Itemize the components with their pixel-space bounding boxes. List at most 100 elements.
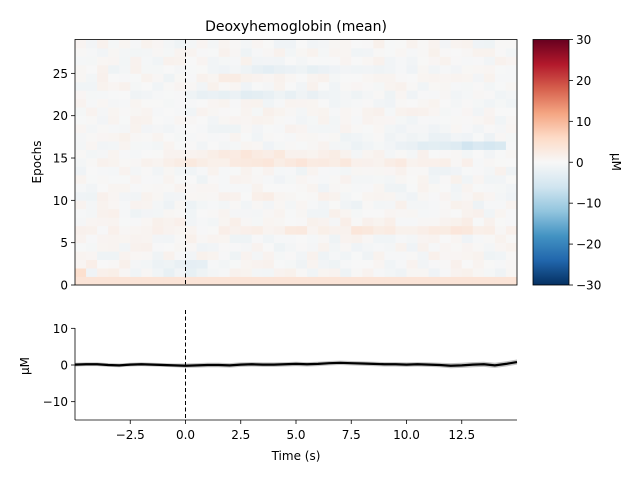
heatmap-y-tick-label: 15 (53, 152, 68, 166)
heatmap-cell (340, 107, 352, 117)
heatmap-cell (141, 200, 153, 210)
heatmap-cell (450, 132, 463, 142)
heatmap-cell (284, 217, 297, 227)
heatmap-cell (196, 183, 208, 193)
heatmap-cell (472, 276, 485, 286)
heatmap-cell (494, 56, 507, 66)
heatmap-cell (108, 124, 120, 134)
heatmap-cell (229, 225, 242, 235)
heatmap-cell (251, 183, 264, 193)
colorbar-tick-label: 30 (576, 33, 591, 47)
heatmap-cell (130, 251, 142, 261)
heatmap-cell (152, 174, 164, 184)
heatmap-cell (196, 225, 208, 235)
heatmap-cell (240, 191, 253, 201)
heatmap-cell (218, 39, 231, 49)
heatmap-cell (373, 56, 385, 66)
heatmap-cell (362, 166, 374, 176)
heatmap-cell (152, 166, 164, 176)
heatmap-cell (207, 39, 220, 49)
heatmap-cell (240, 251, 253, 261)
heatmap-cell (86, 115, 98, 125)
evoked-x-tick-label: 12.5 (448, 428, 475, 442)
heatmap-cell (318, 47, 330, 57)
heatmap-cell (240, 166, 253, 176)
heatmap-cell (75, 141, 87, 150)
heatmap-cell (395, 183, 407, 193)
heatmap-cell (174, 174, 186, 184)
heatmap-cell (450, 166, 463, 176)
heatmap-cell (240, 47, 253, 57)
heatmap-cell (296, 166, 308, 176)
heatmap-cell (417, 81, 429, 91)
heatmap-cell (75, 268, 87, 277)
heatmap-cell (185, 124, 197, 134)
heatmap-cell (296, 200, 308, 210)
heatmap-cell (86, 200, 98, 210)
heatmap-cell (472, 158, 485, 167)
heatmap-cell (318, 64, 330, 74)
heatmap-cell (505, 90, 518, 100)
heatmap-cell (351, 276, 363, 286)
heatmap-cell (75, 47, 87, 57)
heatmap-cell (494, 251, 507, 261)
heatmap-cell (262, 276, 275, 286)
heatmap-cell (296, 149, 308, 159)
heatmap-cell (262, 259, 275, 269)
heatmap-cell (229, 124, 242, 134)
heatmap-cell (141, 191, 153, 201)
heatmap-cell (384, 191, 396, 201)
heatmap-cell (174, 73, 186, 83)
heatmap-cell (196, 73, 208, 83)
heatmap-cell (218, 132, 231, 142)
heatmap-cell (406, 56, 418, 66)
heatmap-cell (207, 107, 220, 117)
heatmap-cell (417, 174, 429, 184)
heatmap-cell (329, 141, 341, 150)
heatmap-cell (196, 158, 208, 167)
heatmap-cell (273, 268, 286, 277)
heatmap-cell (428, 251, 441, 261)
heatmap-cell (97, 39, 109, 49)
heatmap-cell (108, 115, 120, 125)
heatmap-cell (450, 242, 463, 252)
heatmap-cell (251, 39, 264, 49)
heatmap-cell (494, 115, 507, 125)
heatmap-cell (439, 242, 452, 252)
heatmap-cell (340, 56, 352, 66)
heatmap-cell (185, 225, 197, 235)
heatmap-cell (505, 276, 518, 286)
heatmap-cell (251, 132, 264, 142)
heatmap-cell (130, 191, 142, 201)
heatmap-cell (494, 81, 507, 91)
heatmap-cell (450, 47, 463, 57)
heatmap-cell (307, 158, 319, 167)
heatmap-cell (108, 217, 120, 227)
heatmap-cell (86, 141, 98, 150)
heatmap-cell (384, 208, 396, 218)
heatmap-cell (483, 276, 496, 286)
heatmap-cell (152, 259, 164, 269)
heatmap-cell (262, 107, 275, 117)
heatmap-cell (97, 217, 109, 227)
heatmap-cell (207, 174, 220, 184)
heatmap-cell (417, 149, 429, 159)
heatmap-cell (262, 217, 275, 227)
heatmap-cell (119, 191, 131, 201)
heatmap-cell (373, 183, 385, 193)
heatmap-cell (384, 73, 396, 83)
heatmap-cell (218, 158, 231, 167)
heatmap-cell (229, 174, 242, 184)
heatmap-cell (152, 217, 164, 227)
heatmap-cell (196, 234, 208, 244)
heatmap-cell (417, 208, 429, 218)
heatmap-cell (75, 64, 87, 74)
heatmap-cell (273, 98, 286, 108)
heatmap-cell (450, 81, 463, 91)
heatmap-cell (108, 259, 120, 269)
heatmap-cell (417, 242, 429, 252)
heatmap-cell (218, 259, 231, 269)
heatmap-cell (284, 183, 297, 193)
heatmap-cell (174, 259, 186, 269)
heatmap-cell (97, 90, 109, 100)
